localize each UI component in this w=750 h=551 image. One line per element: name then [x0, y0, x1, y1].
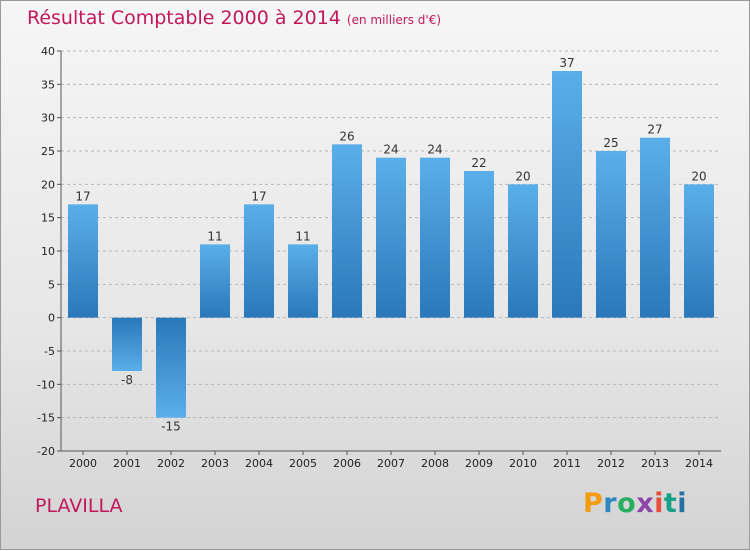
y-tick-label: -15	[37, 412, 55, 425]
x-tick-label-2007: 2007	[377, 457, 405, 470]
bar-2006	[332, 144, 362, 318]
y-tick-label: 10	[41, 245, 55, 258]
y-tick-label: 25	[41, 145, 55, 158]
y-tick-label: -5	[44, 345, 55, 358]
value-label-2001: -8	[121, 373, 133, 387]
y-tick-label: 35	[41, 78, 55, 91]
value-label-2010: 20	[515, 169, 530, 183]
value-label-2011: 37	[559, 56, 574, 70]
x-tick-label-2005: 2005	[289, 457, 317, 470]
logo-letter: i	[654, 488, 664, 519]
y-tick-label: 0	[48, 312, 55, 325]
bar-2010	[508, 184, 538, 318]
bar-2011	[552, 71, 582, 318]
x-tick-label-2014: 2014	[685, 457, 713, 470]
bar-2002	[156, 317, 186, 418]
y-tick-label: -20	[37, 445, 55, 458]
x-tick-label-2003: 2003	[201, 457, 229, 470]
chart-title-text: Résultat Comptable 2000 à 2014	[27, 7, 341, 29]
x-tick-label-2010: 2010	[509, 457, 537, 470]
bar-2004	[244, 204, 274, 318]
y-tick-label: 40	[41, 45, 55, 58]
labels: -20 -15 -10 -5 0 5 10 15 20 25 30 35 40 17 2000 -8 2001 -…	[37, 45, 713, 470]
y-tick-label: 15	[41, 212, 55, 225]
x-tick-label-2002: 2002	[157, 457, 185, 470]
logo-letter: x	[636, 488, 655, 519]
x-tick-label-2011: 2011	[553, 457, 581, 470]
y-tick-label: 20	[41, 178, 55, 191]
value-label-2007: 24	[383, 143, 398, 157]
bar-2008	[420, 157, 450, 318]
x-tick-label-2004: 2004	[245, 457, 273, 470]
logo-letter: r	[603, 488, 618, 519]
y-tick-label: 5	[48, 278, 55, 291]
x-tick-label-2009: 2009	[465, 457, 493, 470]
logo-letter: o	[617, 488, 637, 519]
chart-title: Résultat Comptable 2000 à 2014 (en millie…	[27, 7, 441, 29]
logo-letter: t	[663, 488, 678, 519]
bar-2009	[464, 171, 494, 318]
x-tick-label-2013: 2013	[641, 457, 669, 470]
x-tick-label-2012: 2012	[597, 457, 625, 470]
bars	[68, 71, 714, 418]
value-label-2006: 26	[339, 129, 354, 143]
value-label-2004: 17	[251, 189, 266, 203]
value-label-2002: -15	[161, 420, 181, 434]
value-label-2014: 20	[691, 169, 706, 183]
bar-2013	[640, 137, 670, 318]
x-tick-label-2001: 2001	[113, 457, 141, 470]
y-tick-label: 30	[41, 112, 55, 125]
bar-2003	[200, 244, 230, 318]
x-tick-label-2000: 2000	[69, 457, 97, 470]
chart-subtitle: (en milliers d'€)	[346, 13, 442, 27]
value-label-2000: 17	[75, 189, 90, 203]
bar-2001	[112, 317, 142, 371]
bar-2005	[288, 244, 318, 318]
value-label-2012: 25	[603, 136, 618, 150]
bar-2000	[68, 204, 98, 318]
x-tick-label-2006: 2006	[333, 457, 361, 470]
logo-letter: P	[583, 488, 604, 519]
value-label-2009: 22	[471, 156, 486, 170]
y-tick-label: -10	[37, 378, 55, 391]
logo-letter: i	[677, 488, 688, 519]
bar-2012	[596, 151, 626, 318]
bar-2007	[376, 157, 406, 318]
value-label-2003: 11	[207, 229, 222, 243]
axes	[57, 50, 721, 455]
value-label-2013: 27	[647, 123, 662, 137]
place-name: PLAVILLA	[35, 495, 123, 517]
x-tick-label-2008: 2008	[421, 457, 449, 470]
bar-2014	[684, 184, 714, 318]
proxiti-logo: Proxiti	[583, 488, 687, 519]
value-label-2008: 24	[427, 143, 442, 157]
value-label-2005: 11	[295, 229, 310, 243]
